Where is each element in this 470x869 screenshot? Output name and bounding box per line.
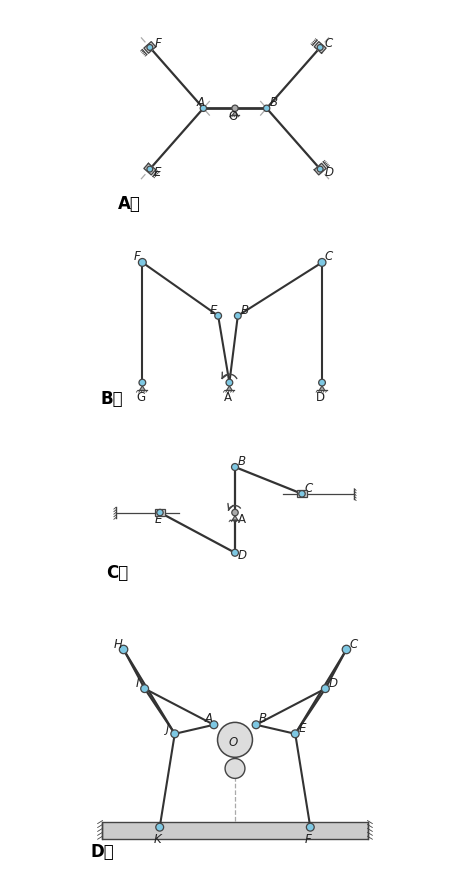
Text: C: C bbox=[305, 482, 313, 495]
Text: A、: A、 bbox=[118, 196, 141, 213]
Polygon shape bbox=[124, 649, 175, 733]
Circle shape bbox=[321, 685, 329, 693]
Circle shape bbox=[210, 721, 218, 729]
Text: D、: D、 bbox=[90, 843, 114, 861]
Circle shape bbox=[226, 379, 233, 386]
Circle shape bbox=[215, 313, 221, 319]
Text: C: C bbox=[350, 638, 358, 651]
Text: F: F bbox=[305, 833, 312, 846]
Text: C: C bbox=[324, 37, 333, 50]
Text: H: H bbox=[114, 638, 123, 651]
Circle shape bbox=[157, 509, 163, 516]
Circle shape bbox=[141, 685, 149, 693]
Text: F: F bbox=[154, 37, 161, 50]
Circle shape bbox=[171, 730, 179, 738]
Circle shape bbox=[232, 105, 238, 111]
Circle shape bbox=[156, 823, 164, 831]
Polygon shape bbox=[232, 516, 238, 520]
Circle shape bbox=[317, 44, 323, 50]
Text: B: B bbox=[259, 713, 267, 726]
Text: C、: C、 bbox=[106, 564, 129, 582]
Circle shape bbox=[139, 258, 146, 267]
Text: F: F bbox=[134, 249, 141, 262]
Text: G: G bbox=[136, 390, 145, 403]
Text: K: K bbox=[154, 833, 162, 846]
Circle shape bbox=[147, 44, 153, 50]
Circle shape bbox=[306, 823, 314, 831]
Text: B、: B、 bbox=[100, 390, 123, 408]
Text: O: O bbox=[228, 110, 238, 123]
Circle shape bbox=[235, 313, 241, 319]
Text: E: E bbox=[298, 722, 306, 735]
Circle shape bbox=[317, 166, 323, 172]
FancyBboxPatch shape bbox=[155, 509, 165, 516]
Circle shape bbox=[319, 379, 325, 386]
FancyBboxPatch shape bbox=[297, 490, 307, 497]
Text: D: D bbox=[238, 549, 247, 562]
FancyBboxPatch shape bbox=[102, 822, 368, 839]
Circle shape bbox=[200, 105, 206, 111]
Polygon shape bbox=[319, 386, 325, 390]
Text: I: I bbox=[136, 677, 139, 690]
Polygon shape bbox=[314, 163, 326, 175]
Text: A: A bbox=[197, 96, 205, 109]
Polygon shape bbox=[232, 111, 238, 116]
Polygon shape bbox=[144, 42, 156, 53]
Circle shape bbox=[252, 721, 260, 729]
Text: B: B bbox=[240, 304, 248, 317]
Text: A: A bbox=[224, 390, 232, 403]
Circle shape bbox=[225, 759, 245, 779]
Text: A: A bbox=[205, 713, 213, 726]
Polygon shape bbox=[140, 386, 145, 390]
Text: E: E bbox=[210, 304, 217, 317]
Circle shape bbox=[264, 105, 270, 111]
Polygon shape bbox=[314, 42, 326, 53]
Circle shape bbox=[232, 549, 238, 556]
Text: D: D bbox=[316, 390, 325, 403]
Circle shape bbox=[299, 491, 305, 497]
Text: B: B bbox=[238, 455, 246, 468]
Text: O: O bbox=[228, 736, 237, 749]
Text: A: A bbox=[238, 513, 246, 526]
Text: J: J bbox=[166, 722, 169, 735]
Text: D: D bbox=[329, 677, 337, 690]
Polygon shape bbox=[295, 649, 346, 733]
Text: D: D bbox=[324, 166, 333, 179]
Circle shape bbox=[139, 379, 146, 386]
Polygon shape bbox=[227, 386, 232, 390]
Circle shape bbox=[291, 730, 299, 738]
Text: C: C bbox=[325, 249, 333, 262]
Text: E: E bbox=[155, 513, 162, 526]
Text: B: B bbox=[270, 96, 278, 109]
Polygon shape bbox=[144, 163, 156, 175]
Circle shape bbox=[318, 258, 326, 267]
Circle shape bbox=[119, 646, 128, 653]
Circle shape bbox=[232, 463, 238, 470]
Circle shape bbox=[342, 646, 351, 653]
Circle shape bbox=[232, 509, 238, 516]
Circle shape bbox=[147, 166, 153, 172]
Circle shape bbox=[218, 722, 252, 757]
Text: E: E bbox=[154, 166, 161, 179]
